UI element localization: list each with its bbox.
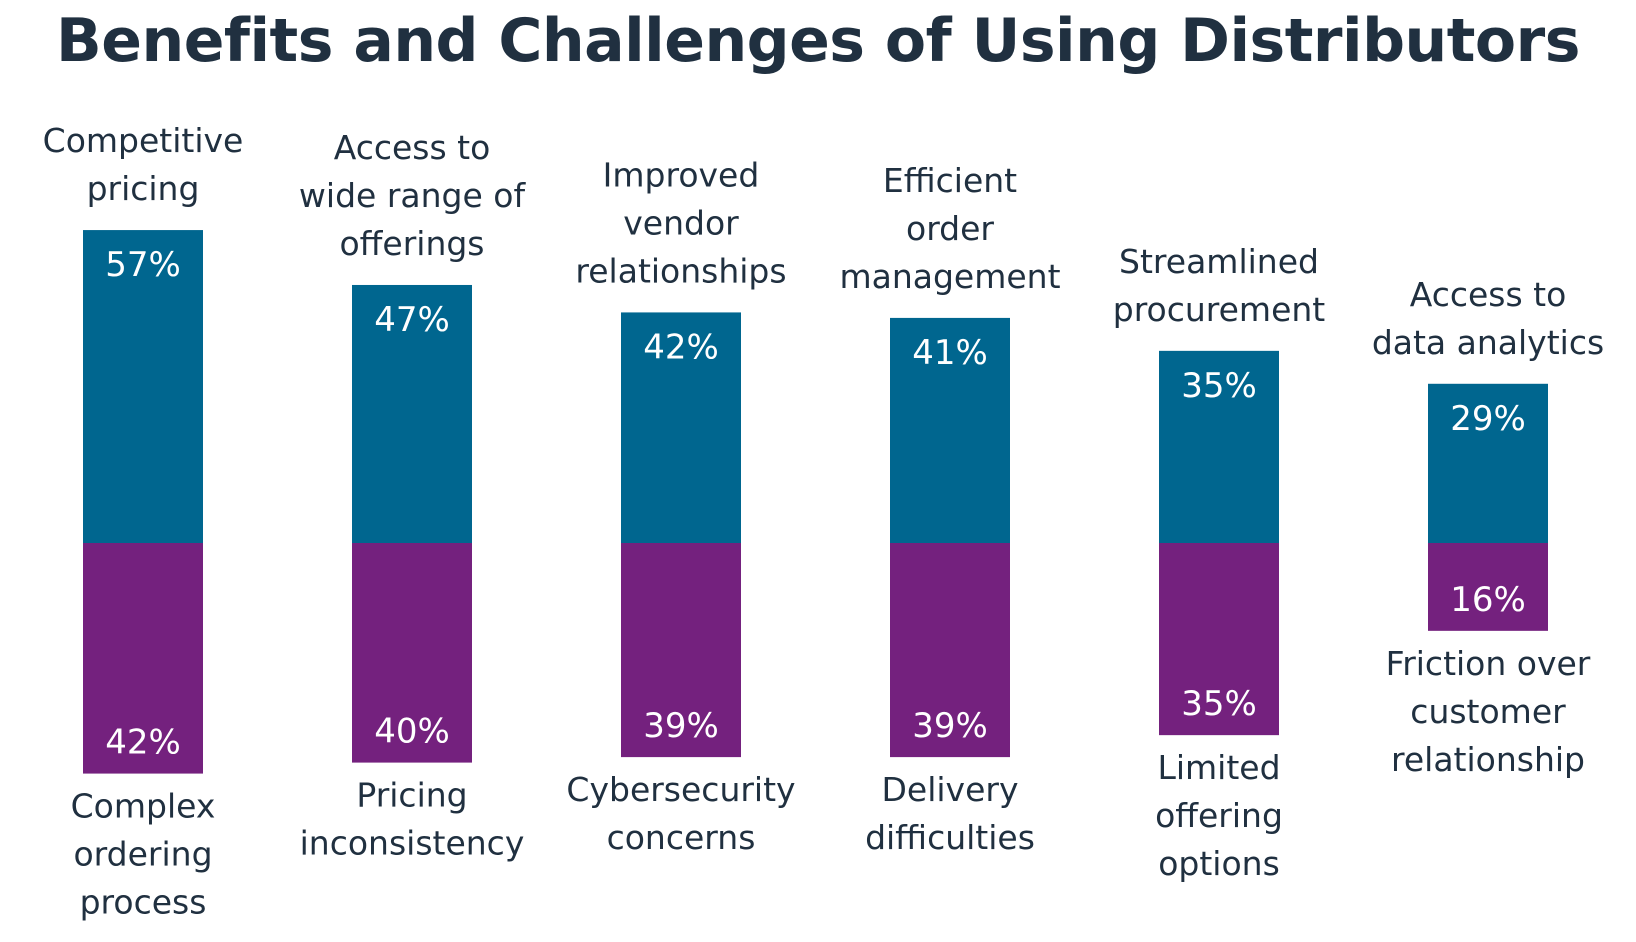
benefit-value-label: 57% (105, 245, 181, 285)
benefit-category-label: procurement (1113, 290, 1326, 329)
benefit-bar (890, 317, 1010, 543)
benefit-category-label: Improved (603, 155, 760, 194)
challenge-bar (621, 543, 741, 758)
challenge-category-label: offering (1155, 796, 1283, 835)
chart-title: Benefits and Challenges of Using Distrib… (56, 6, 1580, 76)
benefit-category-label: Access to (1410, 275, 1567, 314)
bars-layer: 57% 42% Competitive pricing Complex ordering p… (43, 121, 1605, 922)
challenge-value-label: 42% (105, 723, 181, 763)
bar-group: 47% 40% Access to wide range of offerings Pri… (299, 128, 527, 863)
benefit-category-label: relationships (575, 251, 786, 290)
challenge-bar (83, 543, 203, 774)
benefit-bar (1159, 350, 1279, 543)
challenge-value-label: 16% (1450, 580, 1526, 620)
benefit-value-label: 29% (1450, 399, 1526, 439)
challenge-category-label: relationship (1391, 740, 1585, 779)
challenge-category-label: Friction over (1386, 644, 1591, 683)
challenge-value-label: 40% (374, 712, 450, 752)
bar-group: 41% 39% Efficient order management Delivery di… (839, 161, 1060, 857)
benefit-category-label: pricing (87, 169, 200, 208)
challenge-bar (1159, 543, 1279, 736)
challenge-bar (890, 543, 1010, 758)
benefit-bar (621, 312, 741, 543)
challenge-value-label: 39% (912, 706, 988, 746)
bar-group: 35% 35% Streamlined procurement Limited offer… (1113, 242, 1326, 883)
bar-group: 42% 39% Improved vendor relationships Cyberse… (566, 155, 795, 857)
benefit-category-label: Access to (334, 128, 491, 167)
bar-group: 57% 42% Competitive pricing Complex ordering p… (43, 121, 244, 922)
challenge-category-label: ordering (73, 835, 212, 874)
challenge-category-label: options (1158, 844, 1280, 883)
benefit-bar (1428, 383, 1548, 543)
benefit-category-label: offerings (339, 224, 484, 263)
benefit-bar (83, 230, 203, 543)
challenge-value-label: 39% (643, 706, 719, 746)
challenge-category-label: concerns (607, 818, 756, 857)
benefit-category-label: data analytics (1372, 323, 1604, 362)
benefit-category-label: Efficient (883, 161, 1017, 200)
benefit-value-label: 47% (374, 300, 450, 340)
benefit-value-label: 41% (912, 333, 988, 373)
challenge-bar (352, 543, 472, 763)
challenge-category-label: Pricing (356, 776, 467, 815)
challenge-category-label: inconsistency (300, 824, 525, 863)
challenge-category-label: Delivery (882, 770, 1019, 809)
benefit-value-label: 42% (643, 327, 719, 367)
benefit-category-label: vendor (623, 203, 739, 242)
challenge-category-label: Complex (71, 787, 216, 826)
challenge-value-label: 35% (1181, 684, 1257, 724)
challenge-bar (1428, 543, 1548, 631)
challenge-category-label: process (80, 883, 207, 922)
benefit-category-label: management (839, 257, 1060, 296)
benefit-bar (352, 284, 472, 543)
benefit-category-label: wide range of (299, 176, 527, 215)
challenge-category-label: Cybersecurity (566, 770, 795, 809)
benefit-category-label: order (906, 209, 994, 248)
bar-group: 29% 16% Access to data analytics Friction ov… (1372, 275, 1604, 779)
challenge-category-label: customer (1410, 692, 1566, 731)
benefit-category-label: Competitive (43, 121, 244, 160)
benefit-category-label: Streamlined (1119, 242, 1319, 281)
challenge-category-label: difficulties (865, 818, 1035, 857)
benefit-value-label: 35% (1181, 366, 1257, 406)
challenge-category-label: Limited (1157, 748, 1280, 787)
